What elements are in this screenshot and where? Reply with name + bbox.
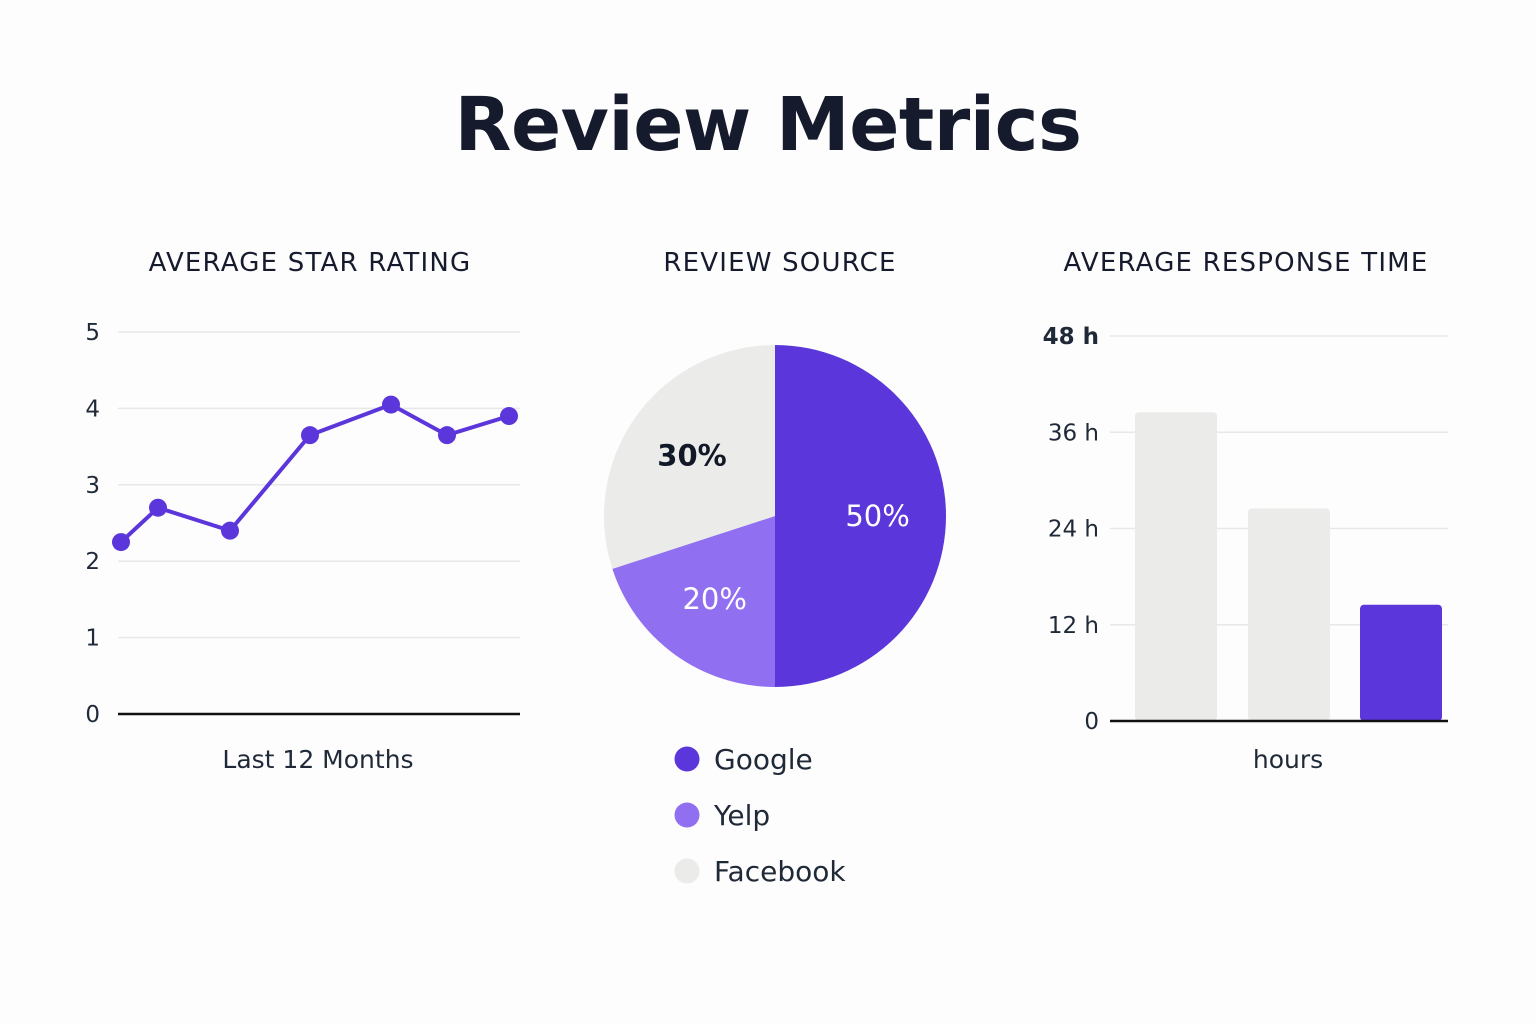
legend-swatch-google xyxy=(674,746,700,772)
pie-slice-yelp xyxy=(612,516,775,687)
star-rating-point xyxy=(382,395,400,414)
legend-label-google: Google xyxy=(714,743,813,776)
review-source-title: REVIEW SOURCE xyxy=(663,248,897,278)
response-bar xyxy=(1135,412,1217,721)
response-y-tick-label: 24 h xyxy=(1048,517,1099,543)
star-rating-title: AVERAGE STAR RATING xyxy=(148,248,472,278)
pie-slice-facebook xyxy=(603,345,775,569)
response-x-axis-title: hours xyxy=(1253,745,1323,774)
star-x-axis-title: Last 12 Months xyxy=(222,745,413,774)
star-rating-point xyxy=(301,426,319,445)
legend-swatch-facebook xyxy=(674,858,700,884)
pie-slice-label: 30% xyxy=(657,439,726,473)
star-y-tick-label: 5 xyxy=(85,320,100,346)
star-y-tick-label: 0 xyxy=(85,702,100,728)
response-y-tick-label: 0 xyxy=(1084,709,1099,735)
response-bar xyxy=(1248,508,1330,721)
response-bar xyxy=(1360,604,1442,721)
star-y-tick-label: 2 xyxy=(85,549,100,575)
response-y-tick-label: 48 h xyxy=(1043,324,1099,350)
legend-label-yelp: Yelp xyxy=(713,799,770,832)
pie-slice-google xyxy=(775,345,946,687)
star-rating-point xyxy=(149,498,167,517)
pie-slice-label: 20% xyxy=(682,582,746,616)
review-source-chart: 50% 20% 30% Google Yelp Facebook xyxy=(603,345,946,888)
star-rating-chart: 0 1 2 3 4 5 Last 12 Months xyxy=(85,320,520,774)
star-y-tick-label: 3 xyxy=(85,473,100,499)
star-rating-point xyxy=(438,426,456,445)
star-rating-point xyxy=(221,521,239,540)
star-y-tick-label: 4 xyxy=(85,396,100,422)
legend-label-facebook: Facebook xyxy=(714,855,846,888)
page-title: Review Metrics xyxy=(454,82,1082,168)
pie-slice-label: 50% xyxy=(845,499,909,533)
legend-swatch-yelp xyxy=(674,802,700,828)
star-rating-line xyxy=(119,402,510,544)
response-time-title: AVERAGE RESPONSE TIME xyxy=(1063,248,1429,278)
response-time-chart: 0 12 h 24 h 36 h 48 h hours xyxy=(1043,324,1448,774)
response-y-tick-label: 12 h xyxy=(1048,613,1099,639)
star-y-tick-label: 1 xyxy=(85,626,100,652)
star-rating-point xyxy=(500,407,518,426)
star-rating-point xyxy=(112,533,130,552)
response-y-tick-label: 36 h xyxy=(1048,420,1099,446)
